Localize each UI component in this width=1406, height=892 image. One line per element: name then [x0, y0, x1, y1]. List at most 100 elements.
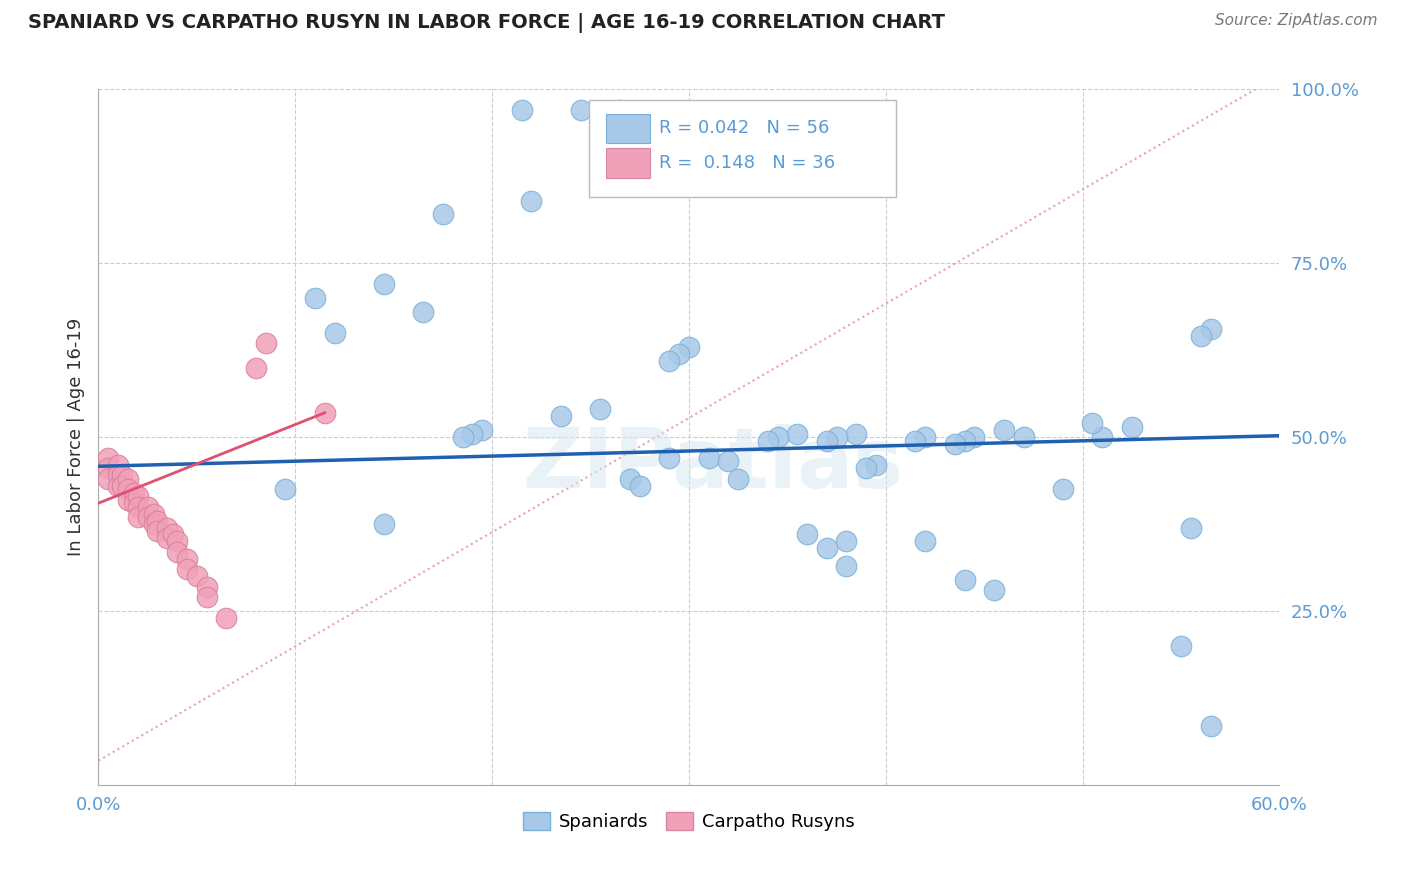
Point	[520, 194, 543, 208]
Point	[97, 450, 120, 465]
Point	[117, 492, 139, 507]
Point	[835, 558, 858, 573]
Point	[176, 562, 198, 576]
Point	[186, 569, 208, 583]
Point	[1121, 419, 1143, 434]
Point	[471, 423, 494, 437]
Point	[1199, 719, 1222, 733]
Point	[904, 434, 927, 448]
Point	[914, 534, 936, 549]
Point	[756, 434, 779, 448]
Text: Source: ZipAtlas.com: Source: ZipAtlas.com	[1215, 13, 1378, 29]
Point	[865, 458, 887, 472]
Point	[195, 580, 218, 594]
Text: ZIPatlas: ZIPatlas	[522, 425, 903, 506]
Point	[569, 103, 592, 117]
Point	[142, 516, 165, 531]
Point	[953, 573, 976, 587]
Point	[107, 479, 129, 493]
Point	[1012, 430, 1035, 444]
Point	[619, 472, 641, 486]
Point	[146, 514, 169, 528]
Point	[451, 430, 474, 444]
Point	[107, 458, 129, 472]
Text: R = 0.042   N = 56: R = 0.042 N = 56	[659, 120, 830, 137]
Point	[678, 340, 700, 354]
Point	[835, 534, 858, 549]
Point	[855, 461, 877, 475]
Point	[1170, 639, 1192, 653]
Point	[117, 472, 139, 486]
Point	[373, 516, 395, 531]
Point	[314, 406, 336, 420]
Point	[1180, 520, 1202, 534]
Point	[658, 353, 681, 368]
Point	[156, 520, 179, 534]
FancyBboxPatch shape	[589, 100, 896, 197]
Point	[97, 472, 120, 486]
Point	[215, 611, 238, 625]
Point	[142, 507, 165, 521]
Point	[1081, 416, 1104, 430]
Point	[668, 346, 690, 360]
Point	[1091, 430, 1114, 444]
Point	[510, 103, 533, 117]
Point	[993, 423, 1015, 437]
Point	[127, 510, 149, 524]
Point	[166, 545, 188, 559]
Point	[1052, 482, 1074, 496]
Point	[963, 430, 986, 444]
FancyBboxPatch shape	[606, 148, 650, 178]
Point	[412, 305, 434, 319]
Point	[111, 479, 134, 493]
Point	[323, 326, 346, 340]
Point	[943, 437, 966, 451]
Point	[146, 524, 169, 538]
Point	[983, 583, 1005, 598]
Point	[1189, 329, 1212, 343]
Point	[304, 291, 326, 305]
Point	[274, 482, 297, 496]
FancyBboxPatch shape	[606, 113, 650, 143]
Point	[589, 402, 612, 417]
Text: R =  0.148   N = 36: R = 0.148 N = 36	[659, 154, 835, 172]
Point	[815, 434, 838, 448]
Point	[825, 430, 848, 444]
Text: SPANIARD VS CARPATHO RUSYN IN LABOR FORCE | AGE 16-19 CORRELATION CHART: SPANIARD VS CARPATHO RUSYN IN LABOR FORC…	[28, 13, 945, 33]
Point	[117, 482, 139, 496]
Point	[136, 510, 159, 524]
Point	[107, 468, 129, 483]
Point	[127, 489, 149, 503]
Point	[254, 336, 277, 351]
Legend: Spaniards, Carpatho Rusyns: Spaniards, Carpatho Rusyns	[516, 805, 862, 838]
Point	[845, 426, 868, 441]
Point	[786, 426, 808, 441]
Point	[111, 468, 134, 483]
Point	[176, 551, 198, 566]
Point	[166, 534, 188, 549]
Point	[796, 527, 818, 541]
Point	[550, 409, 572, 424]
Point	[432, 207, 454, 221]
Point	[245, 360, 267, 375]
Point	[1199, 322, 1222, 336]
Point	[122, 485, 145, 500]
Point	[122, 496, 145, 510]
Point	[953, 434, 976, 448]
Point	[727, 472, 749, 486]
Point	[815, 541, 838, 556]
Point	[697, 450, 720, 465]
Y-axis label: In Labor Force | Age 16-19: In Labor Force | Age 16-19	[66, 318, 84, 557]
Point	[373, 277, 395, 291]
Point	[717, 454, 740, 468]
Point	[97, 461, 120, 475]
Point	[609, 103, 631, 117]
Point	[658, 450, 681, 465]
Point	[195, 590, 218, 604]
Point	[162, 527, 184, 541]
Point	[766, 430, 789, 444]
Point	[914, 430, 936, 444]
Point	[628, 479, 651, 493]
Point	[461, 426, 484, 441]
Point	[156, 531, 179, 545]
